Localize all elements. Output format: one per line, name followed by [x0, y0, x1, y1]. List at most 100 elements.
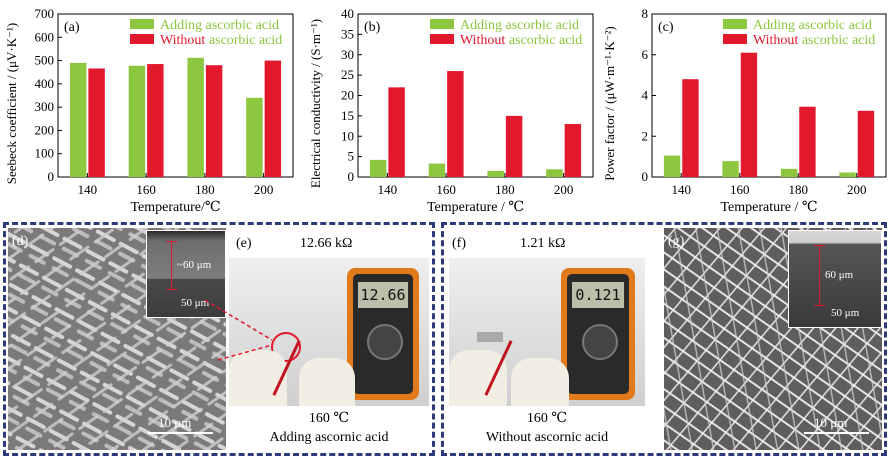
inset-thickness-label-d: ~60 μm [177, 259, 212, 271]
y-tick-label: 100 [35, 146, 55, 161]
x-tick-label: 160 [136, 182, 156, 197]
gloved-hand-left-f [449, 350, 507, 406]
legend-swatch-1-1 [430, 34, 454, 44]
bar-adding-2-0 [663, 155, 681, 177]
y-tick-label: 0 [48, 169, 55, 184]
y-tick-label: 0 [642, 169, 649, 184]
y-tick-label: 700 [35, 6, 55, 21]
y-tick-label: 5 [348, 149, 355, 164]
y-tick-label: 500 [35, 53, 55, 68]
multimeter-photo-e: 12.66 [229, 258, 429, 406]
bar-without-2-3 [857, 110, 875, 177]
plot-frame-0 [57, 13, 294, 178]
y-tick-label: 8 [642, 6, 649, 21]
x-axis-label-0: Temperature/℃ [130, 200, 220, 215]
temp-label-e: 160 ℃ [308, 411, 350, 426]
bar-adding-1-1 [428, 163, 446, 177]
legend-label-1-0: Adding ascorbic acid [460, 18, 579, 33]
y-tick-label: 30 [341, 47, 354, 62]
panel-label-c: (c) [658, 20, 674, 35]
legend-swatch-1-0 [430, 19, 454, 29]
gloved-hand-right-e [299, 358, 355, 406]
y-tick-label: 6 [642, 47, 649, 62]
y-tick-label: 600 [35, 29, 55, 44]
bar-without-2-2 [799, 106, 816, 177]
panel-label-e: (e) [236, 236, 252, 251]
gloved-hand-left-e [229, 350, 287, 406]
thickness-cap-top-g [814, 245, 825, 246]
multimeter-display-e: 12.66 [358, 282, 408, 308]
multimeter-photo-f: 0.121 [449, 258, 645, 406]
thickness-cap-bottom-g [814, 305, 825, 306]
bar-adding-2-2 [780, 168, 798, 177]
legend-label-0-0: Adding ascorbic acid [160, 18, 279, 33]
sem-image-d: (d) 10 μm ~60 μm 50 μm [8, 228, 226, 450]
y-tick-label: 25 [341, 67, 354, 82]
bar-adding-2-3 [839, 172, 856, 177]
bar-without-1-0 [388, 87, 405, 177]
thickness-marker-d [171, 241, 172, 289]
legend-swatch-2-1 [723, 34, 747, 44]
panel-label-b: (b) [364, 20, 381, 35]
x-tick-label: 160 [436, 182, 456, 197]
legend-label-0-1: Without ascorbic acid [160, 33, 282, 48]
scale-bar-label-g: 10 μm [814, 415, 848, 430]
y-tick-label: 2 [642, 128, 649, 143]
legend-swatch-0-0 [130, 19, 154, 29]
legend-swatch-2-0 [723, 19, 747, 29]
y-axis-label-0: Seebeck coefficient / (μV·K⁻¹) [4, 23, 19, 185]
y-tick-label: 20 [341, 88, 354, 103]
y-tick-label: 0 [348, 169, 355, 184]
y-tick-label: 4 [642, 88, 649, 103]
right-photo-frame [441, 222, 887, 456]
bar-adding-0-2 [187, 57, 204, 177]
y-tick-label: 300 [35, 99, 55, 114]
bar-without-1-2 [505, 115, 523, 177]
x-tick-label: 180 [789, 182, 809, 197]
bar-without-1-1 [447, 71, 464, 177]
x-tick-label: 200 [847, 182, 867, 197]
bar-without-0-3 [264, 60, 282, 178]
bar-without-0-1 [147, 64, 164, 177]
bar-adding-0-1 [128, 65, 146, 177]
bar-without-2-0 [682, 79, 699, 177]
caption-f: Without ascornic acid [485, 430, 609, 445]
y-tick-label: 35 [341, 26, 354, 41]
legend-label-2-0: Adding ascorbic acid [753, 18, 872, 33]
x-tick-label: 140 [672, 182, 692, 197]
inset-scale-label-g: 50 μm [831, 307, 860, 319]
bar-without-0-0 [88, 68, 105, 177]
panel-label-d: (d) [12, 234, 29, 249]
bar-adding-1-3 [546, 169, 563, 177]
sample-f [477, 332, 503, 342]
x-tick-label: 180 [495, 182, 515, 197]
y-tick-label: 200 [35, 122, 55, 137]
scale-bar-label-d: 10 μm [158, 415, 192, 430]
bar-without-2-1 [740, 52, 758, 177]
x-tick-label: 180 [195, 182, 215, 197]
y-tick-label: 40 [341, 6, 354, 21]
y-tick-label: 10 [341, 128, 354, 143]
bar-without-1-3 [564, 124, 582, 177]
panel-label-g: (g) [668, 234, 685, 249]
x-axis-label-2: Temperature / ℃ [720, 200, 817, 215]
gloved-hand-right-f [511, 358, 569, 406]
thickness-marker-g [819, 245, 820, 305]
x-axis-label-1: Temperature / ℃ [427, 200, 524, 215]
x-tick-label: 160 [730, 182, 750, 197]
x-tick-label: 140 [78, 182, 98, 197]
resistance-label-e: 12.66 kΩ [300, 236, 353, 251]
y-tick-label: 15 [341, 108, 354, 123]
multimeter-e: 12.66 [347, 268, 419, 400]
inset-thickness-label-g: 60 μm [825, 269, 854, 281]
legend-swatch-0-1 [130, 34, 154, 44]
legend-label-2-1: Without ascorbic acid [753, 33, 875, 48]
inset-cross-section-g: 60 μm 50 μm [788, 230, 882, 328]
thickness-cap-bottom-d [166, 289, 177, 290]
inset-cross-section-d: ~60 μm 50 μm [146, 230, 226, 318]
x-tick-label: 140 [378, 182, 398, 197]
bar-adding-1-0 [369, 159, 387, 177]
left-photo-frame [3, 222, 435, 456]
bar-adding-2-1 [722, 161, 739, 177]
